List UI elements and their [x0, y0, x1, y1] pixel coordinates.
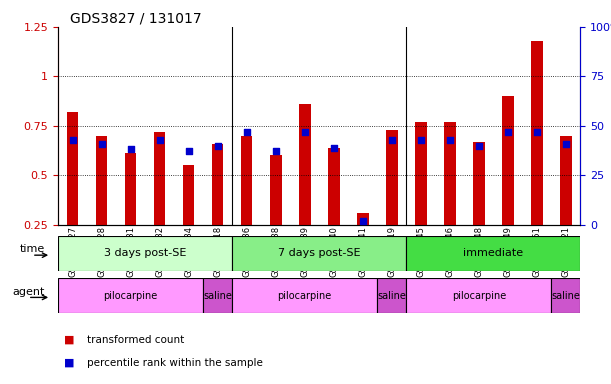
Point: [503, 129, 513, 135]
Bar: [125, 154, 136, 225]
Text: percentile rank within the sample: percentile rank within the sample: [87, 358, 263, 368]
Bar: [502, 96, 514, 225]
Point: [300, 129, 310, 135]
Text: agent: agent: [13, 286, 45, 296]
Point: [561, 141, 571, 147]
Bar: [212, 144, 224, 225]
Text: pilocarpine: pilocarpine: [277, 291, 332, 301]
Text: pilocarpine: pilocarpine: [103, 291, 158, 301]
Point: [445, 137, 455, 143]
Point: [242, 129, 252, 135]
Bar: [378, 278, 406, 313]
Bar: [241, 136, 252, 225]
Point: [329, 144, 338, 151]
Bar: [406, 236, 580, 271]
Text: time: time: [20, 244, 45, 254]
Bar: [415, 122, 426, 225]
Bar: [58, 236, 232, 271]
Text: 7 days post-SE: 7 days post-SE: [278, 248, 360, 258]
Bar: [154, 132, 166, 225]
Text: 3 days post-SE: 3 days post-SE: [104, 248, 186, 258]
Text: GDS3827 / 131017: GDS3827 / 131017: [70, 12, 202, 25]
Text: ■: ■: [64, 358, 75, 368]
Text: saline: saline: [203, 291, 232, 301]
Bar: [473, 142, 485, 225]
Point: [126, 146, 136, 152]
Point: [97, 141, 106, 147]
Bar: [328, 147, 340, 225]
Point: [155, 137, 164, 143]
Bar: [386, 130, 398, 225]
Text: transformed count: transformed count: [87, 335, 185, 345]
Bar: [67, 112, 78, 225]
Bar: [270, 156, 282, 225]
Point: [358, 218, 368, 224]
Text: saline: saline: [378, 291, 406, 301]
Point: [271, 148, 280, 154]
Point: [474, 142, 484, 149]
Bar: [531, 41, 543, 225]
Bar: [299, 104, 310, 225]
Text: saline: saline: [552, 291, 580, 301]
Bar: [183, 166, 194, 225]
Bar: [357, 213, 368, 225]
Text: immediate: immediate: [463, 248, 524, 258]
Point: [532, 129, 542, 135]
Text: pilocarpine: pilocarpine: [452, 291, 506, 301]
Bar: [406, 278, 551, 313]
Bar: [560, 136, 572, 225]
Bar: [552, 278, 580, 313]
Point: [213, 142, 222, 149]
Bar: [203, 278, 232, 313]
Bar: [232, 236, 406, 271]
Text: ■: ■: [64, 335, 75, 345]
Point: [184, 148, 194, 154]
Bar: [58, 278, 203, 313]
Bar: [232, 278, 377, 313]
Bar: [444, 122, 456, 225]
Point: [387, 137, 397, 143]
Bar: [96, 136, 108, 225]
Point: [68, 137, 78, 143]
Point: [416, 137, 426, 143]
